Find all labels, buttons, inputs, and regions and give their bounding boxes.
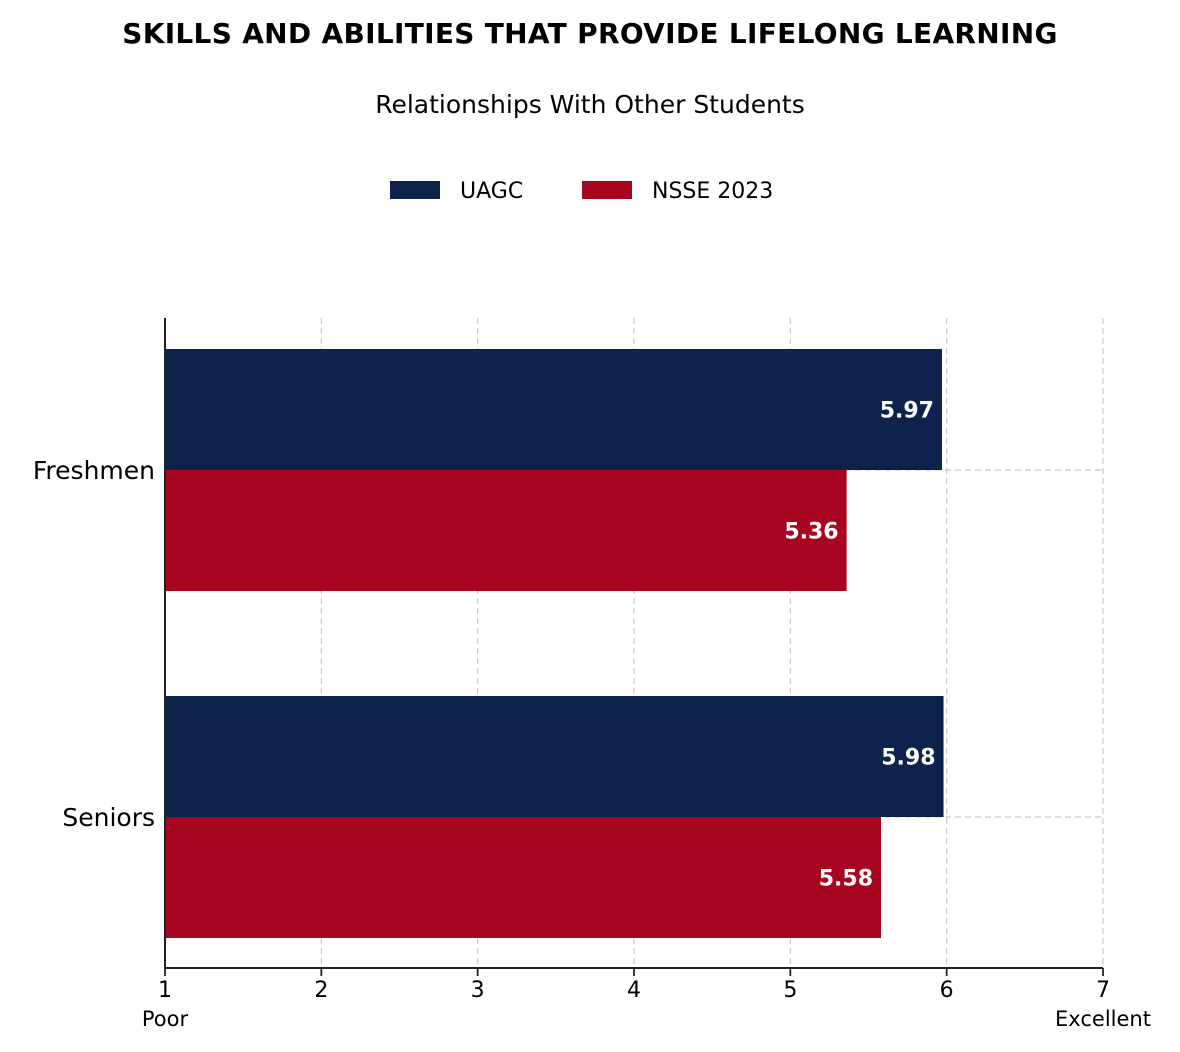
axes <box>164 318 1104 976</box>
legend-swatch-nsse-2023 <box>582 181 632 199</box>
bar-seniors-nsse-2023 <box>165 817 882 938</box>
legend-label-uagc: UAGC <box>460 179 523 204</box>
bar-freshmen-nsse-2023 <box>165 470 847 591</box>
legend-label-nsse-2023: NSSE 2023 <box>652 179 773 204</box>
x-tick-label-3: 3 <box>471 978 485 1003</box>
bars: 5.97 5.36 5.98 5.58 <box>165 349 944 938</box>
data-label-freshmen-nsse-2023: 5.36 <box>784 520 838 545</box>
bar-freshmen-uagc <box>165 349 942 470</box>
x-min-label: Poor <box>142 1007 189 1031</box>
category-label-freshmen: Freshmen <box>33 456 155 485</box>
x-max-label: Excellent <box>1055 1007 1151 1031</box>
legend: UAGC NSSE 2023 <box>390 179 773 204</box>
category-label-seniors: Seniors <box>62 803 155 832</box>
x-tick-label-7: 7 <box>1096 978 1110 1003</box>
x-tick-label-2: 2 <box>314 978 328 1003</box>
x-tick-label-1: 1 <box>158 978 172 1003</box>
chart-title: SKILLS AND ABILITIES THAT PROVIDE LIFELO… <box>122 17 1058 50</box>
chart-subtitle: Relationships With Other Students <box>375 90 805 119</box>
x-tick-label-4: 4 <box>627 978 641 1003</box>
x-tick-label-6: 6 <box>940 978 954 1003</box>
x-tick-label-5: 5 <box>783 978 797 1003</box>
data-label-seniors-nsse-2023: 5.58 <box>819 867 873 892</box>
data-label-seniors-uagc: 5.98 <box>881 746 935 771</box>
legend-swatch-uagc <box>390 181 440 199</box>
data-label-freshmen-uagc: 5.97 <box>880 399 934 424</box>
bar-seniors-uagc <box>165 696 944 817</box>
axis-labels: 1 2 3 4 5 6 7 Poor Excellent Freshmen Seniors <box>33 456 1151 1031</box>
